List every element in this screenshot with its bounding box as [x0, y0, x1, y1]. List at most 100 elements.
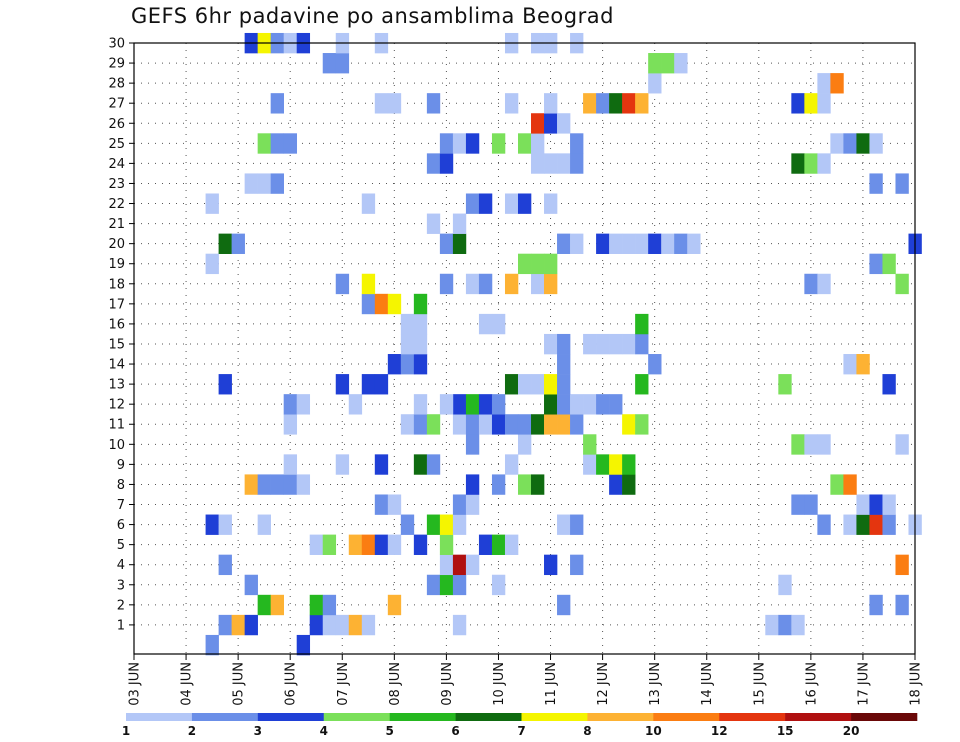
heatmap-cell: [348, 394, 363, 415]
heatmap-cell: [674, 233, 688, 254]
heatmap-cell: [283, 394, 298, 415]
heatmap-cell: [517, 374, 532, 395]
x-tick-label: 15 JUN: [752, 662, 767, 706]
heatmap-cell: [895, 434, 909, 455]
heatmap-cell: [426, 93, 441, 114]
colorbar-label: 6: [451, 724, 459, 738]
y-tick-label: 29: [108, 57, 125, 72]
heatmap-cell: [817, 73, 831, 94]
y-tick-label: 19: [108, 257, 125, 272]
heatmap-cell: [791, 93, 805, 114]
heatmap-cell: [557, 333, 571, 355]
heatmap-cell: [622, 233, 636, 254]
heatmap-cell: [309, 534, 324, 555]
x-axis: 03 JUN 04 JUN 05 JUN 06 JUN 07 JUN 08 JUN 09 J…: [128, 654, 924, 706]
heatmap-cell: [882, 514, 896, 535]
heatmap-cell: [504, 273, 519, 295]
heatmap-cell: [804, 494, 818, 515]
heatmap-cell: [244, 173, 258, 194]
heatmap-cell: [596, 333, 610, 355]
y-tick-label: 16: [108, 317, 125, 332]
heatmap-cell: [869, 133, 883, 154]
heatmap-cell: [557, 354, 571, 375]
heatmap-cell: [557, 113, 571, 134]
heatmap-cell: [465, 414, 480, 435]
y-tick-label: 3: [117, 578, 125, 593]
heatmap-cell: [205, 193, 219, 214]
heatmap-cell: [335, 454, 350, 475]
heatmap-cell: [491, 534, 506, 555]
heatmap-cell: [413, 454, 428, 475]
heatmap-cell: [570, 514, 584, 535]
heatmap-cell: [478, 313, 493, 335]
heatmap-cell: [452, 233, 467, 254]
heatmap-cell: [517, 133, 532, 154]
heatmap-cell: [270, 133, 284, 154]
y-tick-label: 10: [108, 438, 125, 453]
heatmap-cell: [869, 253, 883, 275]
heatmap-cell: [843, 354, 857, 375]
heatmap-cell: [374, 93, 389, 114]
heatmap-cell: [504, 534, 519, 555]
heatmap-cell: [296, 474, 311, 495]
heatmap-cell: [491, 313, 506, 335]
heatmap-cell: [491, 574, 506, 596]
heatmap-cell: [465, 133, 480, 154]
heatmap-cell: [478, 414, 493, 435]
heatmap-cell: [491, 133, 506, 154]
heatmap-cell: [544, 333, 558, 355]
y-tick-label: 9: [117, 458, 125, 473]
heatmap-cell: [804, 93, 818, 114]
colorbar-label: 4: [320, 724, 328, 738]
heatmap-cell: [322, 614, 337, 636]
y-tick-label: 24: [108, 157, 125, 172]
heatmap-cell: [856, 354, 870, 375]
heatmap-cell: [478, 534, 493, 555]
heatmap-cell: [244, 574, 258, 596]
colorbar-label: 12: [711, 724, 728, 738]
heatmap-cell: [218, 614, 232, 636]
y-tick-label: 2: [117, 598, 125, 613]
y-tick-label: 26: [108, 117, 125, 132]
colorbar-swatch: [257, 713, 325, 721]
colorbar-swatch: [653, 713, 720, 721]
heatmap-cell: [439, 534, 454, 555]
heatmap-cell: [387, 93, 402, 114]
heatmap-cell: [426, 153, 441, 174]
colorbar-swatch: [851, 713, 918, 721]
colorbar-label: 3: [254, 724, 262, 738]
heatmap-cell: [504, 454, 519, 475]
heatmap-cell: [296, 394, 311, 415]
colorbar-label: 2: [188, 724, 196, 738]
colorbar-swatch: [719, 713, 786, 721]
heatmap-cell: [622, 474, 636, 495]
heatmap-cell: [374, 494, 389, 515]
heatmap-cell: [531, 153, 545, 174]
heatmap-cell: [635, 93, 649, 114]
heatmap-cell: [439, 394, 454, 415]
colorbar-label: 1: [122, 724, 130, 738]
heatmap-cell: [426, 514, 441, 535]
heatmap-cell: [531, 113, 545, 134]
x-tick-label: 03 JUN: [128, 662, 143, 706]
heatmap-cell: [596, 454, 610, 475]
heatmap-cell: [452, 414, 467, 435]
colorbar-label: 20: [843, 724, 860, 738]
heatmap-cell: [491, 474, 506, 495]
heatmap-cell: [531, 474, 545, 495]
x-tick-label: 14 JUN: [700, 662, 715, 706]
heatmap-cell: [439, 574, 454, 596]
x-tick-label: 16 JUN: [804, 662, 819, 706]
heatmap-cell: [452, 614, 467, 636]
heatmap-cell: [687, 233, 701, 254]
y-tick-label: 20: [108, 237, 125, 252]
heatmap-cell: [439, 273, 454, 295]
x-tick-label: 11 JUN: [544, 662, 559, 706]
heatmap-cell: [478, 273, 493, 295]
heatmap-cell: [478, 394, 493, 415]
heatmap-cell: [843, 514, 857, 535]
heatmap-cell: [570, 414, 584, 435]
heatmap-cell: [648, 233, 662, 254]
heatmap-cell: [622, 414, 636, 435]
heatmap-cell: [791, 614, 805, 636]
